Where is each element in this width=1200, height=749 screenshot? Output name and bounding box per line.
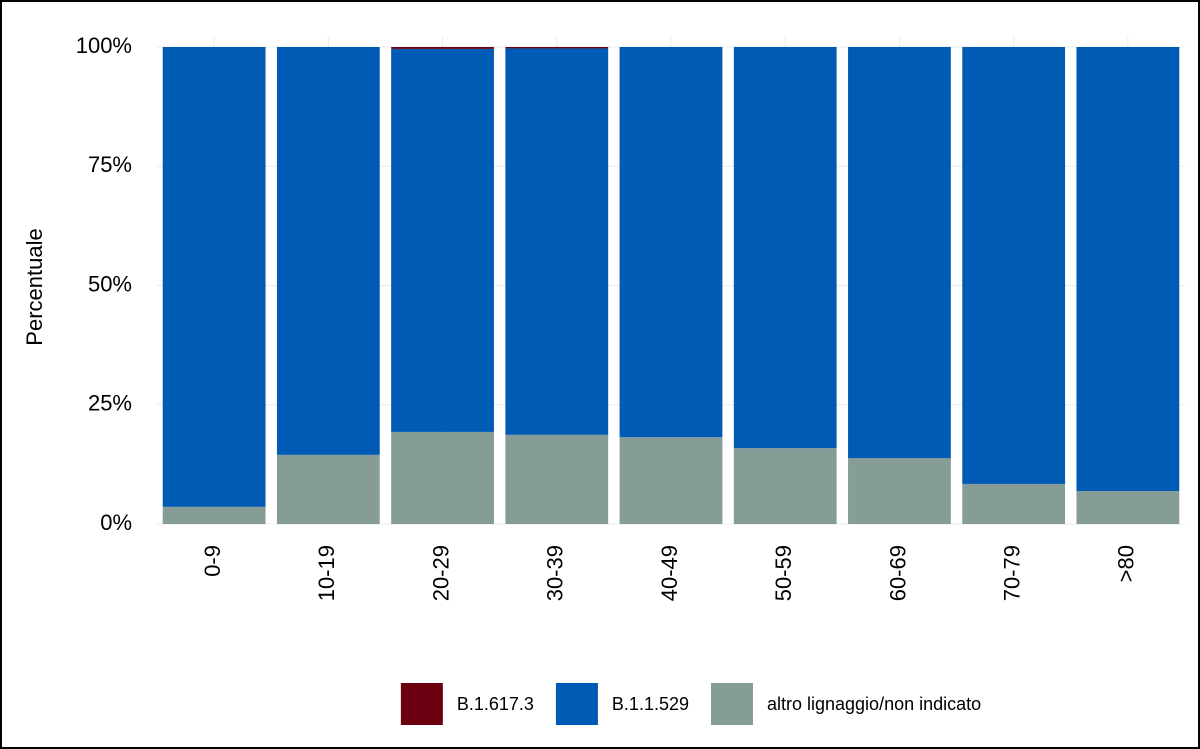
- bar-segment: [1076, 491, 1180, 524]
- legend-label: B.1.617.3: [457, 694, 534, 714]
- x-tick-label: 50-59: [771, 545, 796, 601]
- y-tick-label: 50%: [88, 271, 132, 296]
- y-tick-label: 25%: [88, 391, 132, 416]
- bar-segment: [162, 47, 266, 507]
- bar-segment: [505, 434, 609, 524]
- bar-segment: [391, 48, 494, 432]
- legend-swatch: [710, 683, 753, 725]
- x-tick-label: >80: [1114, 545, 1139, 582]
- legend-swatch: [555, 683, 598, 725]
- bar-segment: [962, 47, 1066, 484]
- bar-segment: [391, 431, 494, 524]
- y-axis-label: Percentuale: [22, 228, 47, 345]
- bar-segment: [619, 437, 723, 524]
- x-tick-label: 30-39: [543, 545, 568, 601]
- bar-segment: [733, 448, 837, 524]
- y-tick-label: 75%: [88, 152, 132, 177]
- bar-segment: [276, 454, 380, 524]
- x-tick-label: 40-49: [657, 545, 682, 601]
- legend-swatch: [400, 683, 443, 725]
- x-tick-label: 60-69: [885, 545, 910, 601]
- bar-segment: [962, 483, 1066, 524]
- bar-segment: [848, 47, 951, 459]
- x-tick-label: 10-19: [314, 545, 339, 601]
- x-tick-label: 0-9: [200, 545, 225, 577]
- x-tick-label: 70-79: [999, 545, 1024, 601]
- bar-segment: [1076, 47, 1180, 492]
- bar-segment: [848, 458, 951, 524]
- y-tick-label: 100%: [76, 33, 132, 58]
- x-tick-label: 20-29: [428, 545, 453, 601]
- bar-segment: [162, 506, 266, 524]
- bar-segment: [505, 47, 609, 49]
- bar-segment: [391, 47, 494, 49]
- bar-segment: [619, 47, 723, 438]
- bar-segment: [733, 47, 837, 449]
- legend-label: B.1.1.529: [612, 694, 689, 714]
- legend-label: altro lignaggio/non indicato: [767, 694, 981, 714]
- y-tick-label: 0%: [100, 510, 132, 535]
- bar-segment: [505, 48, 609, 435]
- bar-segment: [276, 47, 380, 455]
